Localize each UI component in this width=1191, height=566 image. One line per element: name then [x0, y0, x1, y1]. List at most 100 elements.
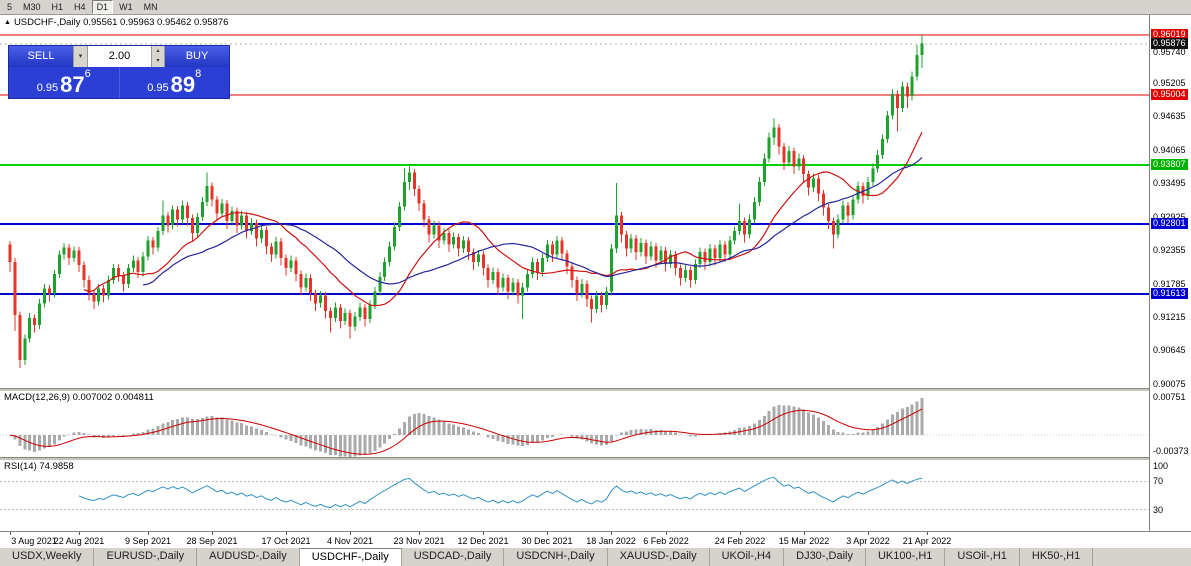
- timeframe-button-h1[interactable]: H1: [51, 2, 64, 12]
- panel-separator[interactable]: [0, 388, 1191, 391]
- chart-tab-dj30-daily[interactable]: DJ30-,Daily: [784, 548, 866, 566]
- chart-tab-usdx-weekly[interactable]: USDX,Weekly: [0, 548, 95, 566]
- chart-tab-usdchf-daily[interactable]: USDCHF-,Daily: [299, 548, 402, 566]
- price-tick-label: 0.90645: [1153, 345, 1186, 355]
- date-label: 3 Aug 2021: [11, 536, 57, 546]
- date-label: 23 Nov 2021: [393, 536, 445, 546]
- sell-price-big: 87: [60, 72, 85, 97]
- buy-price-prefix: 0.95: [147, 82, 169, 94]
- rsi-label: RSI(14) 74.9858: [4, 461, 74, 472]
- price-tick-label: 0.92925: [1153, 212, 1186, 222]
- date-label: 18 Jan 2022: [586, 536, 636, 546]
- date-label: 17 Oct 2021: [261, 536, 311, 546]
- sell-price-prefix: 0.95: [36, 82, 59, 94]
- volume-input[interactable]: 2.00: [87, 46, 152, 67]
- price-line-label: 0.93807: [1151, 159, 1188, 170]
- buy-button[interactable]: BUY: [165, 46, 229, 67]
- rsi-axis-label: 70: [1153, 476, 1164, 486]
- time-tick: [804, 532, 805, 535]
- time-tick: [148, 532, 149, 535]
- time-tick: [79, 532, 80, 535]
- date-label: 4 Nov 2021: [326, 536, 374, 546]
- chart-tab-eurusd-daily[interactable]: EURUSD-,Daily: [94, 548, 198, 566]
- time-tick: [350, 532, 351, 535]
- date-label: 6 Feb 2022: [643, 536, 689, 546]
- sell-button[interactable]: SELL: [9, 46, 73, 67]
- rsi-indicator-canvas[interactable]: [0, 460, 1149, 531]
- price-line-label: 0.96019: [1151, 29, 1188, 40]
- time-tick: [927, 532, 928, 535]
- buy-price-quote[interactable]: 0.95 89 8: [118, 67, 230, 98]
- chart-tabs-bar: USDX,Weekly EURUSD-,Daily AUDUSD-,Daily USD…: [0, 548, 1191, 566]
- time-tick: [666, 532, 667, 535]
- time-tick: [212, 532, 213, 535]
- time-tick: [547, 532, 548, 535]
- buy-price-big: 89: [170, 72, 196, 97]
- price-axis[interactable]: 0.95740 0.95205 0.94635 0.94065 0.93495 0.929…: [1149, 15, 1191, 531]
- macd-indicator-canvas[interactable]: [0, 391, 1149, 457]
- date-label: 24 Feb 2022: [714, 536, 766, 546]
- timeframe-button-d1[interactable]: D1: [91, 0, 114, 14]
- main-chart-canvas[interactable]: [0, 15, 1149, 388]
- sell-price-quote[interactable]: 0.95 87 6: [9, 67, 119, 98]
- symbol-marker-icon: ▲: [4, 19, 11, 26]
- chart-tab-xauusd-daily[interactable]: XAUUSD-,Daily: [608, 548, 710, 566]
- date-label: 22 Aug 2021: [53, 536, 105, 546]
- timeframe-button-5[interactable]: 5: [7, 2, 13, 12]
- price-tick-label: 0.92355: [1153, 245, 1186, 255]
- chart-tab-ukoil-h4[interactable]: UKOil-,H4: [710, 548, 785, 566]
- price-tick-label: 0.94065: [1153, 145, 1186, 155]
- chart-tab-usdcad-daily[interactable]: USDCAD-,Daily: [402, 548, 505, 566]
- time-tick: [419, 532, 420, 535]
- price-tick-label: 0.95205: [1153, 78, 1186, 88]
- price-tick-label: 0.95740: [1153, 47, 1186, 57]
- time-tick: [611, 532, 612, 535]
- sell-price-sup: 6: [84, 68, 91, 80]
- chart-tab-uk100-h1[interactable]: UK100-,H1: [866, 548, 946, 566]
- time-tick: [286, 532, 287, 535]
- timeframe-button-m30[interactable]: M30: [23, 2, 41, 12]
- ohlc-info: ▲ USDCHF-,Daily 0.95561 0.95963 0.95462 0…: [4, 17, 228, 28]
- macd-label: MACD(12,26,9) 0.007002 0.004811: [4, 392, 154, 403]
- volume-dropdown-icon[interactable]: ▾: [73, 46, 87, 67]
- price-tick-label: 0.94635: [1153, 111, 1186, 121]
- price-tick-label: 0.90075: [1153, 379, 1186, 389]
- chart-tab-usdcnh-daily[interactable]: USDCNH-,Daily: [504, 548, 608, 566]
- date-label: 30 Dec 2021: [521, 536, 573, 546]
- price-tick-label: 0.93495: [1153, 178, 1186, 188]
- price-line-label: 0.92801: [1151, 218, 1188, 229]
- timeframe-button-w1[interactable]: W1: [119, 2, 133, 12]
- ohlc-info-text: USDCHF-,Daily 0.95561 0.95963 0.95462 0.…: [13, 17, 229, 28]
- date-label: 21 Apr 2022: [902, 536, 952, 546]
- price-line-label: 0.95876: [1151, 38, 1188, 49]
- timeframe-button-h4[interactable]: H4: [74, 2, 86, 12]
- price-tick-label: 0.91785: [1153, 279, 1186, 289]
- volume-up-button[interactable]: ▴: [156, 48, 160, 54]
- date-label: 3 Apr 2022: [846, 536, 890, 546]
- time-tick: [483, 532, 484, 535]
- volume-down-button[interactable]: ▾: [156, 58, 160, 64]
- time-tick: [740, 532, 741, 535]
- date-label: 12 Dec 2021: [457, 536, 509, 546]
- time-tick: [10, 532, 11, 535]
- time-axis[interactable]: 3 Aug 2021 22 Aug 2021 9 Sep 2021 28 Sep 20…: [0, 531, 1191, 548]
- price-tick-label: 0.91215: [1153, 312, 1186, 322]
- rsi-axis-label: 100: [1153, 461, 1169, 471]
- chart-tab-hk50-h1[interactable]: HK50-,H1: [1020, 548, 1094, 566]
- date-label: 9 Sep 2021: [124, 536, 172, 546]
- volume-stepper: ▴ ▾: [152, 46, 165, 67]
- one-click-trading-panel: SELL ▾ 2.00 ▴ ▾ BUY 0.95 87 6 0.95 89 8: [8, 45, 230, 99]
- panel-separator[interactable]: [0, 457, 1191, 460]
- time-tick: [868, 532, 869, 535]
- chart-tab-audusd-daily[interactable]: AUDUSD-,Daily: [197, 548, 300, 566]
- timeframe-button-mn[interactable]: MN: [143, 2, 158, 12]
- price-line-label: 0.95004: [1151, 89, 1188, 100]
- chart-tab-usoil-h1[interactable]: USOil-,H1: [945, 548, 1020, 566]
- rsi-axis-label: 30: [1153, 505, 1164, 515]
- price-line-label: 0.91613: [1151, 288, 1188, 299]
- date-label: 28 Sep 2021: [186, 536, 238, 546]
- buy-price-sup: 8: [195, 68, 202, 80]
- macd-axis-label: -0.00373: [1153, 446, 1189, 456]
- timeframe-toolbar: 5 M30 H1 H4 D1 W1 MN: [0, 0, 1191, 15]
- date-label: 15 Mar 2022: [778, 536, 830, 546]
